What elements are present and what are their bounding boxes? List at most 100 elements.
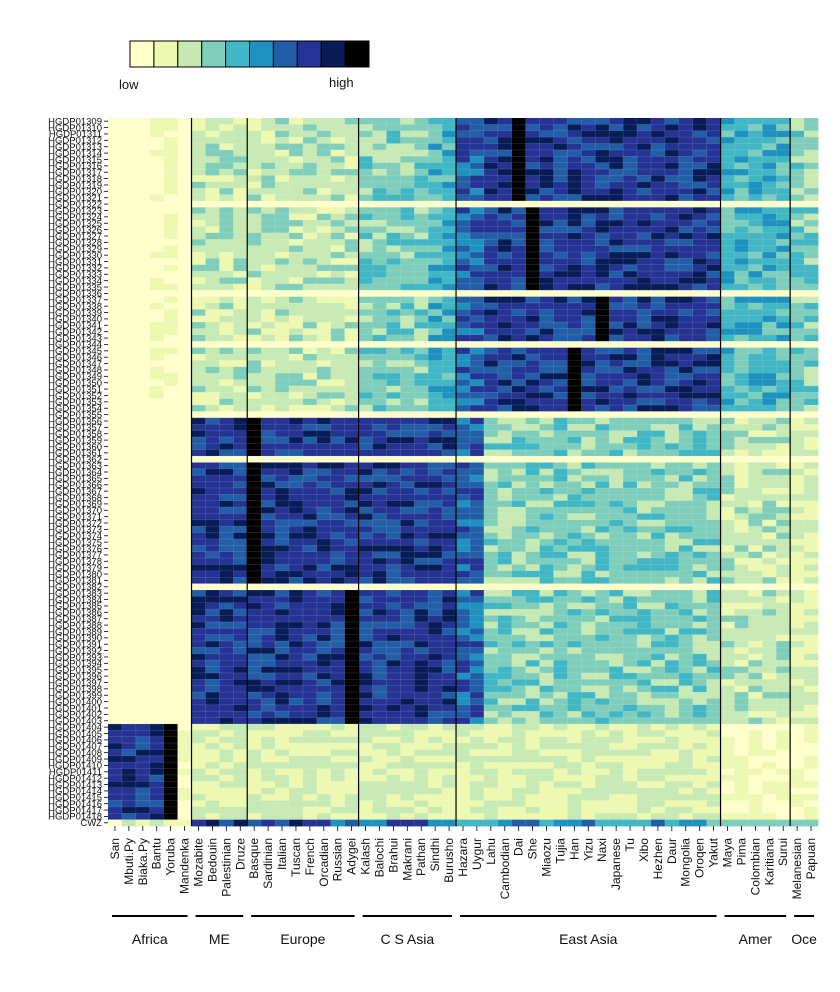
heatmap-cell: [330, 685, 346, 693]
heatmap-cell: [595, 596, 610, 604]
heatmap-cell: [637, 596, 652, 604]
heatmap-cell: [414, 271, 429, 278]
heatmap-cell: [275, 226, 290, 234]
heatmap-cell: [511, 449, 527, 457]
heatmap-cell: [469, 641, 485, 648]
heatmap-cell: [288, 449, 304, 457]
heatmap-cell: [261, 258, 276, 266]
heatmap-cell: [177, 264, 192, 272]
heatmap-cell: [275, 392, 290, 400]
heatmap-cell: [442, 385, 457, 393]
heatmap-cell: [233, 494, 248, 502]
heatmap-cell: [358, 258, 373, 266]
heatmap-cell: [428, 494, 443, 502]
heatmap-cell: [706, 462, 721, 470]
heatmap-cell: [275, 475, 290, 482]
heatmap-cell: [678, 411, 694, 419]
heatmap-cell: [623, 736, 638, 744]
heatmap-cell: [734, 456, 749, 463]
heatmap-cell: [400, 366, 415, 374]
heatmap-cell: [247, 487, 262, 495]
heatmap-cell: [330, 245, 346, 253]
heatmap-cell: [316, 513, 332, 521]
heatmap-cell: [316, 481, 332, 489]
heatmap-cell: [553, 449, 568, 457]
heatmap-cell: [358, 290, 373, 297]
heatmap-cell: [664, 118, 680, 125]
heatmap-cell: [664, 647, 680, 655]
heatmap-cell: [762, 156, 777, 164]
heatmap-cell: [595, 513, 610, 521]
heatmap-cell: [414, 602, 429, 610]
heatmap-cell: [804, 730, 819, 738]
heatmap-cell: [219, 124, 234, 132]
heatmap-cell: [706, 590, 721, 597]
heatmap-cell: [163, 354, 179, 361]
heatmap-cell: [483, 149, 499, 157]
heatmap-cell: [302, 507, 318, 514]
heatmap-cell: [456, 500, 471, 508]
heatmap-cell: [650, 660, 666, 667]
heatmap-cell: [567, 513, 582, 521]
heatmap-cell: [177, 526, 192, 533]
heatmap-cell: [581, 220, 596, 227]
heatmap-cell: [595, 188, 610, 195]
heatmap-cell: [372, 258, 387, 266]
heatmap-cell: [595, 290, 610, 297]
heatmap-cell: [678, 647, 694, 655]
heatmap-cell: [261, 354, 276, 361]
heatmap-cell: [525, 704, 540, 712]
heatmap-cell: [720, 615, 735, 623]
heatmap-cell: [163, 251, 179, 259]
heatmap-cell: [177, 628, 192, 636]
heatmap-cell: [386, 302, 401, 310]
heatmap-cell: [497, 443, 513, 451]
heatmap-cell: [497, 296, 513, 304]
heatmap-cell: [316, 188, 332, 195]
heatmap-cell: [135, 456, 151, 463]
heatmap-cell: [288, 398, 304, 406]
heatmap-cell: [497, 468, 513, 476]
heatmap-cell: [525, 507, 540, 514]
heatmap-cell: [734, 181, 749, 189]
heatmap-cell: [776, 143, 791, 151]
heatmap-cell: [316, 290, 332, 297]
heatmap-cell: [177, 417, 192, 425]
heatmap-cell: [637, 232, 652, 240]
heatmap-cell: [219, 449, 234, 457]
heatmap-cell: [330, 564, 346, 572]
heatmap-cell: [344, 590, 359, 597]
heatmap-cell: [233, 462, 248, 470]
heatmap-cell: [525, 328, 540, 336]
heatmap-cell: [539, 405, 554, 412]
heatmap-cell: [567, 628, 582, 636]
heatmap-cell: [706, 137, 721, 144]
heatmap-cell: [525, 379, 540, 387]
heatmap-cell: [539, 194, 554, 202]
heatmap-cell: [344, 315, 359, 323]
heatmap-cell: [720, 322, 735, 329]
heatmap-cell: [650, 392, 666, 400]
heatmap-cell: [288, 156, 304, 164]
heatmap-cell: [539, 570, 554, 578]
heatmap-cell: [163, 507, 179, 514]
heatmap-cell: [108, 417, 123, 425]
heatmap-cell: [748, 296, 763, 304]
heatmap-cell: [386, 290, 401, 297]
heatmap-cell: [553, 430, 568, 438]
heatmap-cell: [678, 347, 694, 355]
heatmap-cell: [637, 245, 652, 253]
heatmap-cell: [706, 379, 721, 387]
heatmap-cell: [247, 411, 262, 419]
heatmap-cell: [623, 672, 638, 680]
heatmap-cell: [219, 424, 234, 431]
heatmap-cell: [442, 175, 457, 183]
heatmap-cell: [706, 647, 721, 655]
heatmap-cell: [261, 220, 276, 227]
heatmap-cell: [428, 271, 443, 278]
heatmap-cell: [456, 194, 471, 202]
heatmap-cell: [469, 672, 485, 680]
heatmap-cell: [678, 245, 694, 253]
heatmap-cell: [442, 672, 457, 680]
